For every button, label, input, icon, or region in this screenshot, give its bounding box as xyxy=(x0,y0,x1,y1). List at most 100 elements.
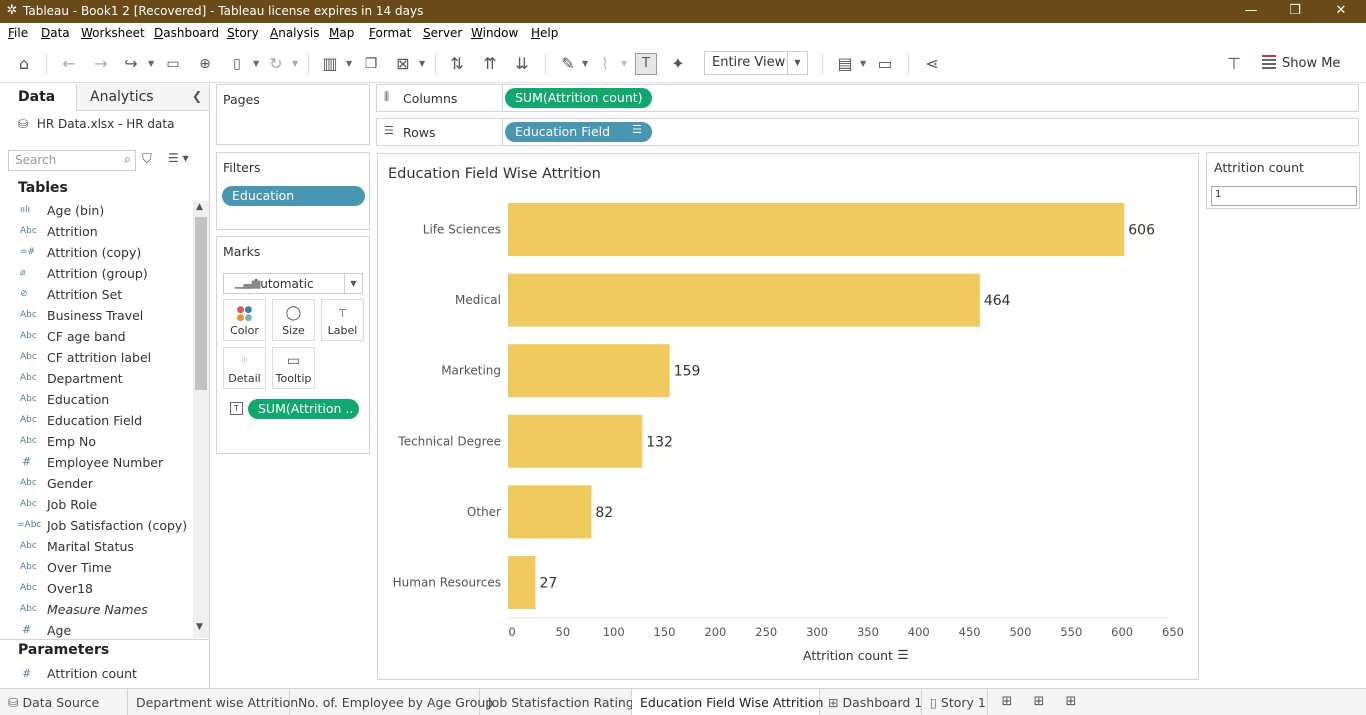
format-painter-icon[interactable]: ⊤ xyxy=(1227,54,1241,73)
chevron-down-icon[interactable]: ▼ xyxy=(621,59,628,68)
minimize-button[interactable]: — xyxy=(1244,3,1258,18)
field-item[interactable]: =Abc Job Satisfaction (copy) xyxy=(0,516,193,537)
search-input[interactable]: Search ⌕ xyxy=(8,150,136,171)
mark-pill-attrition[interactable]: SUM(Attrition .. xyxy=(248,399,359,419)
show-me-button[interactable]: Show Me xyxy=(1262,53,1340,75)
sort-icon[interactable]: ☰ xyxy=(897,647,908,662)
sort-descending-icon[interactable]: ⇊ xyxy=(515,54,529,73)
rows-pill[interactable]: Education Field ☰ xyxy=(505,122,652,142)
sheet-tab[interactable]: Education Field Wise Attrition xyxy=(632,689,823,715)
swap-rows-columns-icon[interactable]: ⇅ xyxy=(450,54,464,73)
field-item[interactable]: # Employee Number xyxy=(0,453,193,474)
share-icon[interactable]: ⋖ xyxy=(925,54,939,73)
field-item[interactable]: # Age xyxy=(0,621,193,639)
close-button[interactable]: ✕ xyxy=(1335,3,1347,18)
field-item[interactable]: Abc Business Travel xyxy=(0,306,193,327)
sheet-tab[interactable]: Department wise Attrition xyxy=(128,689,298,715)
label-button[interactable]: ⊤ Label xyxy=(321,299,364,341)
chevron-down-icon[interactable]: ▼ xyxy=(148,59,155,68)
highlight-icon[interactable]: ✎ xyxy=(561,54,575,73)
columns-pill[interactable]: SUM(Attrition count) xyxy=(505,88,652,108)
sort-ascending-icon[interactable]: ⇈ xyxy=(483,54,497,73)
clear-sheet-icon[interactable]: ⊠ xyxy=(396,54,410,73)
chevron-down-icon[interactable]: ▼ xyxy=(292,59,299,68)
new-dashboard-icon[interactable]: ⊞ xyxy=(1033,694,1045,709)
menu-format[interactable]: Format xyxy=(369,26,412,40)
chevron-down-icon[interactable]: ▼ xyxy=(860,59,867,68)
undo-icon[interactable]: ← xyxy=(62,54,76,73)
field-item[interactable]: =# Attrition (copy) xyxy=(0,243,193,264)
color-button[interactable]: ●● ●● Color xyxy=(223,299,266,341)
menu-dashboard[interactable]: Dashboard xyxy=(154,26,220,40)
field-item[interactable]: Abc Attrition xyxy=(0,222,193,243)
bar[interactable] xyxy=(508,203,1125,256)
field-item[interactable]: Abc Emp No xyxy=(0,432,193,453)
chevron-down-icon[interactable]: ▼ xyxy=(344,274,362,293)
field-item[interactable]: Abc Department xyxy=(0,369,193,390)
menu-data[interactable]: Data xyxy=(41,26,70,40)
field-item[interactable]: ⊘ Attrition Set xyxy=(0,285,193,306)
parameter-input[interactable]: 1 xyxy=(1211,186,1357,206)
group-members-icon[interactable]: ⌇ xyxy=(601,54,609,73)
parameter-item[interactable]: # Attrition count xyxy=(0,664,200,685)
home-icon[interactable]: ⌂ xyxy=(18,54,30,73)
field-item[interactable]: ıılı Age (bin) xyxy=(0,201,193,222)
filter-icon[interactable]: ⛉ xyxy=(142,152,152,167)
new-story-icon[interactable]: ⊞ xyxy=(1065,694,1077,709)
field-item[interactable]: Abc Measure Names xyxy=(0,600,193,621)
mark-type-select[interactable]: ▁▃▅ Automatic ▼ xyxy=(223,273,363,294)
menu-analysis[interactable]: Analysis xyxy=(270,26,320,40)
tab-data[interactable]: Data xyxy=(0,84,77,111)
menu-story[interactable]: Story xyxy=(227,26,259,40)
sheet-tab[interactable]: Job Statisfaction Rating xyxy=(480,689,634,715)
swap-sheet-icon[interactable]: ↪ xyxy=(124,54,138,73)
size-button[interactable]: ◯ Size xyxy=(272,299,315,341)
columns-shelf[interactable]: ⫼ Columns SUM(Attrition count) xyxy=(376,84,1359,112)
field-list-scrollbar[interactable]: ▲ ▼ xyxy=(193,201,209,638)
presentation-mode-icon[interactable]: ▭ xyxy=(877,54,893,73)
menu-file[interactable]: File xyxy=(8,26,29,40)
field-item[interactable]: ⌀ Attrition (group) xyxy=(0,264,193,285)
data-source-item[interactable]: ⛁ HR Data.xlsx - HR data xyxy=(18,117,174,131)
field-item[interactable]: Abc CF attrition label xyxy=(0,348,193,369)
view-options-icon[interactable]: ☰ ▾ xyxy=(168,151,189,165)
bar[interactable] xyxy=(508,344,670,398)
fit-select[interactable]: Entire View ▼ xyxy=(704,51,808,75)
pin-icon[interactable]: ✦ xyxy=(671,54,685,73)
field-item[interactable]: Abc Education xyxy=(0,390,193,411)
field-item[interactable]: Abc CF age band xyxy=(0,327,193,348)
sheet-tab[interactable]: ⊞ Dashboard 1 xyxy=(820,689,922,715)
filter-pill-education[interactable]: Education xyxy=(222,186,365,206)
bar[interactable] xyxy=(508,556,536,609)
sheet-tab[interactable]: ⛁ Data Source xyxy=(0,689,128,715)
menu-help[interactable]: Help xyxy=(531,26,559,40)
field-item[interactable]: Abc Marital Status xyxy=(0,537,193,558)
bar[interactable] xyxy=(508,485,592,539)
duplicate-sheet-icon[interactable]: ❐ xyxy=(364,56,378,72)
new-worksheet-icon[interactable]: ⊞ xyxy=(1001,694,1013,709)
pages-card[interactable]: Pages xyxy=(216,84,370,145)
collapse-pane-icon[interactable]: ❮ xyxy=(191,89,202,103)
field-item[interactable]: Abc Job Role xyxy=(0,495,193,516)
field-item[interactable]: Abc Gender xyxy=(0,474,193,495)
save-icon[interactable]: ▭ xyxy=(166,56,180,72)
chevron-down-icon[interactable]: ▼ xyxy=(419,59,426,68)
sheet-tab[interactable]: ▯ Story 1 xyxy=(922,689,988,715)
bar[interactable] xyxy=(508,273,980,327)
scroll-up-icon[interactable]: ▲ xyxy=(196,202,203,212)
show-cards-icon[interactable]: ▤ xyxy=(837,54,853,73)
chevron-down-icon[interactable]: ▼ xyxy=(582,59,589,68)
restore-button[interactable]: ❐ xyxy=(1289,3,1301,18)
chevron-down-icon[interactable]: ▼ xyxy=(253,59,260,68)
tab-analytics[interactable]: Analytics ❮ xyxy=(77,84,209,110)
menu-window[interactable]: Window xyxy=(471,26,519,40)
menu-worksheet[interactable]: Worksheet xyxy=(81,26,145,40)
bar[interactable] xyxy=(508,414,643,468)
menu-server[interactable]: Server xyxy=(423,26,463,40)
tooltip-button[interactable]: ▭ Tooltip xyxy=(272,347,315,389)
sheet-tab[interactable]: No. of. Employee by Age Group xyxy=(290,689,493,715)
pause-updates-icon[interactable]: ▯ xyxy=(233,56,241,72)
refresh-icon[interactable]: ↻ xyxy=(269,54,283,73)
new-data-source-icon[interactable]: ⊕ xyxy=(199,56,211,72)
rows-shelf[interactable]: ☰ Rows Education Field ☰ xyxy=(376,118,1359,146)
